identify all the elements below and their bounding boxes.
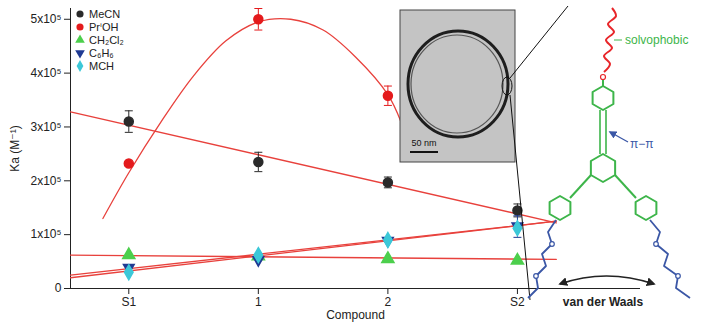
svg-text:5x10⁵: 5x10⁵ <box>31 12 62 26</box>
svg-text:2: 2 <box>385 295 392 309</box>
svg-text:Compound: Compound <box>326 308 385 322</box>
svg-text:1: 1 <box>255 295 262 309</box>
svg-text:0: 0 <box>55 281 62 295</box>
svg-text:50 nm: 50 nm <box>411 138 436 148</box>
svg-text:3x10⁵: 3x10⁵ <box>31 120 62 134</box>
svg-text:π−π: π−π <box>630 137 654 151</box>
svg-text:MeCN: MeCN <box>89 8 120 20</box>
svg-text:MCH: MCH <box>89 60 114 72</box>
svg-text:CH₂Cl₂: CH₂Cl₂ <box>89 34 124 46</box>
svg-text:solvophobic: solvophobic <box>625 33 688 47</box>
svg-text:S2: S2 <box>510 295 525 309</box>
svg-text:PrⁱOH: PrⁱOH <box>89 21 119 33</box>
svg-text:Ka (M⁻¹): Ka (M⁻¹) <box>8 125 22 171</box>
svg-text:C₆H₆: C₆H₆ <box>89 47 114 59</box>
svg-text:S1: S1 <box>121 295 136 309</box>
svg-text:1x10⁵: 1x10⁵ <box>31 227 62 241</box>
svg-text:2x10⁵: 2x10⁵ <box>31 174 62 188</box>
svg-text:4x10⁵: 4x10⁵ <box>31 66 62 80</box>
svg-text:van der Waals: van der Waals <box>563 295 644 309</box>
